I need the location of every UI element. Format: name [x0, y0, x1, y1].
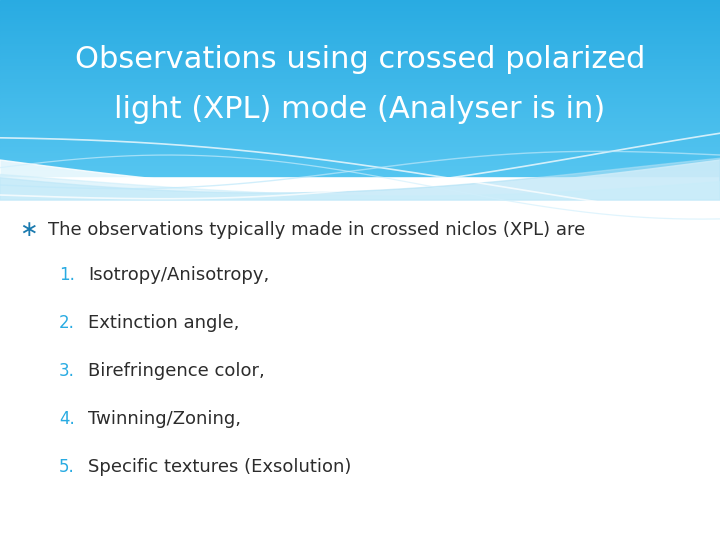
- Bar: [0, 31, 720, 34]
- Text: light (XPL) mode (Analyser is in): light (XPL) mode (Analyser is in): [114, 96, 606, 125]
- Bar: [0, 59, 720, 62]
- Bar: [0, 68, 720, 71]
- Bar: [0, 13, 720, 16]
- Bar: [0, 98, 720, 102]
- Bar: [0, 116, 720, 119]
- Bar: [0, 39, 720, 43]
- Bar: [0, 9, 720, 12]
- Bar: [0, 92, 720, 95]
- Bar: [0, 168, 720, 172]
- Bar: [0, 0, 720, 3]
- Bar: [0, 63, 720, 66]
- Bar: [0, 129, 720, 132]
- Bar: [0, 29, 720, 32]
- Bar: [0, 2, 720, 5]
- Bar: [0, 33, 720, 36]
- Bar: [0, 87, 720, 91]
- Bar: [0, 44, 720, 47]
- Bar: [0, 75, 720, 78]
- Bar: [0, 90, 720, 93]
- Bar: [0, 120, 720, 124]
- Bar: [0, 66, 720, 69]
- Bar: [0, 103, 720, 106]
- Bar: [0, 158, 720, 161]
- Bar: [0, 100, 720, 104]
- Bar: [0, 26, 720, 30]
- Bar: [0, 127, 720, 130]
- Text: Observations using crossed polarized: Observations using crossed polarized: [75, 45, 645, 75]
- Bar: [0, 4, 720, 8]
- Bar: [0, 72, 720, 76]
- Bar: [0, 94, 720, 97]
- Bar: [0, 96, 720, 99]
- Bar: [0, 46, 720, 49]
- Bar: [0, 48, 720, 51]
- Bar: [0, 164, 720, 167]
- Bar: [0, 173, 720, 176]
- Bar: [0, 77, 720, 80]
- Bar: [0, 125, 720, 128]
- Text: 4.: 4.: [59, 410, 75, 428]
- Bar: [0, 37, 720, 40]
- Bar: [0, 133, 720, 137]
- Bar: [0, 146, 720, 150]
- Text: Twinning/Zoning,: Twinning/Zoning,: [88, 410, 241, 428]
- Bar: [0, 166, 720, 170]
- Bar: [0, 42, 720, 45]
- Bar: [0, 6, 720, 10]
- Bar: [0, 50, 720, 53]
- Bar: [0, 153, 720, 156]
- Text: 2.: 2.: [59, 314, 75, 332]
- Bar: [0, 160, 720, 163]
- Bar: [0, 81, 720, 84]
- Bar: [0, 114, 720, 117]
- Text: 5.: 5.: [59, 458, 75, 476]
- Bar: [0, 148, 720, 152]
- Bar: [0, 11, 720, 14]
- Bar: [0, 70, 720, 73]
- Bar: [0, 83, 720, 86]
- Bar: [0, 57, 720, 60]
- Bar: [0, 138, 720, 141]
- Bar: [0, 15, 720, 18]
- Bar: [0, 140, 720, 143]
- Bar: [0, 79, 720, 82]
- Bar: [0, 112, 720, 115]
- Bar: [0, 162, 720, 165]
- Text: 1.: 1.: [59, 266, 75, 284]
- Bar: [0, 142, 720, 145]
- Text: ∗: ∗: [19, 220, 37, 240]
- Bar: [0, 35, 720, 38]
- Bar: [0, 171, 720, 174]
- Bar: [0, 136, 720, 139]
- Bar: [0, 156, 720, 159]
- Text: Isotropy/Anisotropy,: Isotropy/Anisotropy,: [88, 266, 269, 284]
- Bar: [0, 22, 720, 25]
- Bar: [0, 55, 720, 58]
- Bar: [0, 123, 720, 126]
- Bar: [0, 131, 720, 134]
- Bar: [0, 85, 720, 89]
- Text: Birefringence color,: Birefringence color,: [88, 362, 265, 380]
- Bar: [0, 19, 720, 23]
- Bar: [0, 144, 720, 147]
- Bar: [0, 118, 720, 122]
- Bar: [0, 107, 720, 110]
- Text: The observations typically made in crossed niclos (XPL) are: The observations typically made in cross…: [48, 221, 585, 239]
- Bar: [0, 17, 720, 21]
- Bar: [0, 151, 720, 154]
- Bar: [0, 105, 720, 108]
- Bar: [0, 61, 720, 64]
- Bar: [0, 52, 720, 56]
- Bar: [0, 110, 720, 112]
- Bar: [0, 24, 720, 27]
- Text: 3.: 3.: [59, 362, 75, 380]
- Text: Specific textures (Exsolution): Specific textures (Exsolution): [88, 458, 351, 476]
- Text: Extinction angle,: Extinction angle,: [88, 314, 239, 332]
